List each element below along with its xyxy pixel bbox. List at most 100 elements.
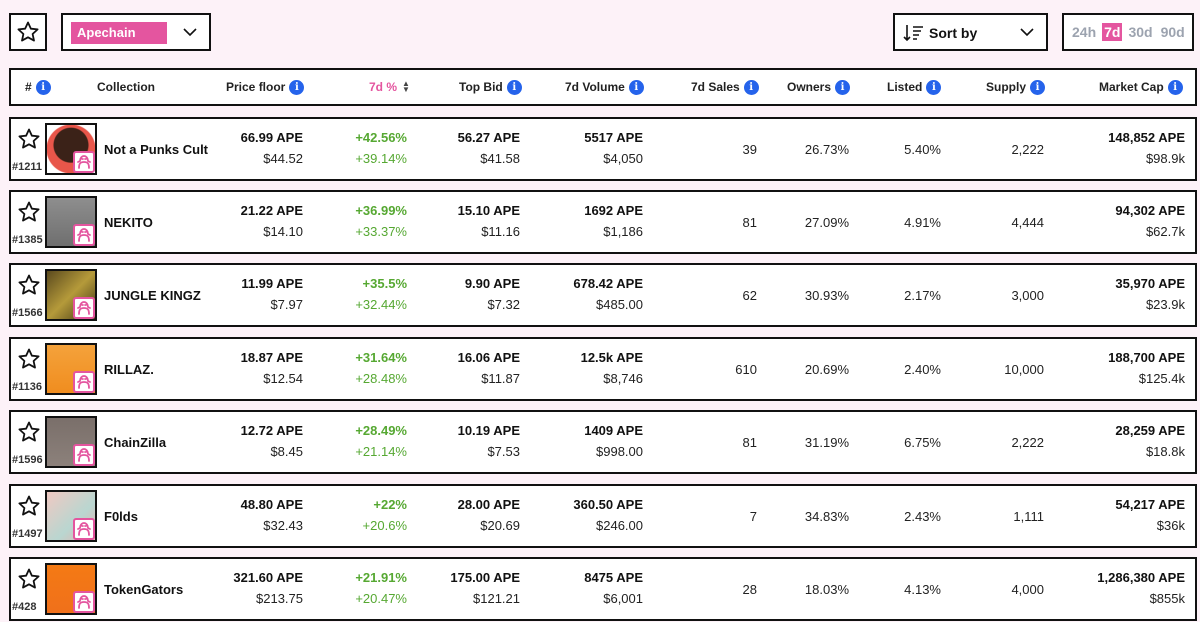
volume-ape: 5517 APE <box>584 130 643 145</box>
price-floor-usd: $14.10 <box>263 224 303 239</box>
change-ape: +22% <box>373 497 407 512</box>
table-row[interactable]: #428 TokenGators 321.60 APE $213.75 +21.… <box>9 557 1197 621</box>
change-ape: +36.99% <box>355 203 407 218</box>
header-collection[interactable]: Collection <box>97 70 155 104</box>
info-icon[interactable]: i <box>289 79 305 95</box>
header-collection-label: Collection <box>97 80 156 94</box>
volume-usd: $485.00 <box>596 297 643 312</box>
volume-cell: 360.50 APE $246.00 <box>533 494 643 536</box>
rank-label: #1211 <box>12 161 42 173</box>
price-floor-ape: 321.60 APE <box>233 570 303 585</box>
sales-cell: 81 <box>742 214 757 230</box>
collection-thumbnail[interactable] <box>45 563 97 615</box>
header-price-floor-label: Price floor <box>226 80 286 94</box>
collection-thumbnail[interactable] <box>45 123 97 175</box>
volume-ape: 1409 APE <box>584 423 643 438</box>
header-7d-change[interactable]: 7d % ▲ ▼ <box>369 70 410 104</box>
collection-name[interactable]: F0lds <box>104 508 138 524</box>
info-icon[interactable]: i <box>926 79 942 95</box>
star-icon[interactable] <box>17 494 41 518</box>
table-row[interactable]: #1566 JUNGLE KINGZ 11.99 APE $7.97 +35.5… <box>9 263 1197 327</box>
top-bid-ape: 16.06 APE <box>457 350 520 365</box>
volume-ape: 8475 APE <box>584 570 643 585</box>
info-icon[interactable]: i <box>835 79 851 95</box>
header-listed[interactable]: Listed i <box>887 70 942 104</box>
collection-thumbnail[interactable] <box>45 416 97 468</box>
header-supply[interactable]: Supply i <box>986 70 1046 104</box>
price-floor-ape: 21.22 APE <box>240 203 303 218</box>
header-top-bid[interactable]: Top Bid i <box>459 70 522 104</box>
table-row[interactable]: #1385 NEKITO 21.22 APE $14.10 +36.99% +3… <box>9 190 1197 254</box>
star-icon[interactable] <box>17 420 41 444</box>
info-icon[interactable]: i <box>743 79 759 95</box>
header-market-cap-label: Market Cap <box>1099 80 1164 94</box>
collection-name[interactable]: NEKITO <box>104 214 153 230</box>
collection-name[interactable]: RILLAZ. <box>104 361 154 377</box>
info-icon[interactable]: i <box>35 79 51 95</box>
ape-chain-badge-icon <box>73 591 95 613</box>
header-price-floor[interactable]: Price floor i <box>226 70 305 104</box>
header-7d-sales[interactable]: 7d Sales i <box>691 70 759 104</box>
chevron-down-icon <box>183 28 197 37</box>
star-icon[interactable] <box>17 200 41 224</box>
period-30d-tab[interactable]: 30d <box>1128 24 1153 40</box>
market-cap-cell: 94,302 APE $62.7k <box>1061 200 1185 242</box>
market-cap-usd: $125.4k <box>1138 371 1185 386</box>
table-row[interactable]: #1596 ChainZilla 12.72 APE $8.45 +28.49%… <box>9 410 1197 474</box>
header-owners[interactable]: Owners i <box>787 70 851 104</box>
star-icon[interactable] <box>17 127 41 151</box>
favorites-filter-button[interactable] <box>9 13 47 51</box>
volume-cell: 1692 APE $1,186 <box>533 200 643 242</box>
change-usd: +39.14% <box>355 151 407 166</box>
collection-thumbnail[interactable] <box>45 196 97 248</box>
table-row[interactable]: #1211 Not a Punks Cult 66.99 APE $44.52 … <box>9 117 1197 181</box>
star-icon[interactable] <box>17 273 41 297</box>
period-90d-tab[interactable]: 90d <box>1160 24 1185 40</box>
chain-select[interactable]: Apechain <box>61 13 211 51</box>
supply-cell: 1,111 <box>1013 508 1044 524</box>
info-icon[interactable]: i <box>1030 79 1046 95</box>
collection-thumbnail[interactable] <box>45 343 97 395</box>
collection-name[interactable]: Not a Punks Cult <box>104 141 209 157</box>
period-24h-tab[interactable]: 24h <box>1072 24 1097 40</box>
star-icon[interactable] <box>17 347 41 371</box>
market-cap-ape: 1,286,380 APE <box>1097 570 1185 585</box>
market-cap-ape: 188,700 APE <box>1108 350 1185 365</box>
market-cap-usd: $62.7k <box>1145 224 1185 239</box>
table-row[interactable]: #1497 F0lds 48.80 APE $32.43 +22% +20.6%… <box>9 484 1197 548</box>
header-7d-volume[interactable]: 7d Volume i <box>565 70 644 104</box>
collection-name[interactable]: ChainZilla <box>104 434 167 450</box>
table-row[interactable]: #1136 RILLAZ. 18.87 APE $12.54 +31.64% +… <box>9 337 1197 401</box>
change-usd: +20.6% <box>362 518 407 533</box>
price-floor-usd: $44.52 <box>263 151 303 166</box>
price-floor-ape: 12.72 APE <box>240 423 303 438</box>
volume-cell: 12.5k APE $8,746 <box>533 347 643 389</box>
sort-by-dropdown[interactable]: Sort by <box>893 13 1048 51</box>
info-icon[interactable]: i <box>1167 79 1183 95</box>
info-icon[interactable]: i <box>628 79 644 95</box>
market-cap-cell: 148,852 APE $98.9k <box>1061 127 1185 169</box>
listed-cell: 5.40% <box>904 141 941 157</box>
period-7d-tab[interactable]: 7d <box>1102 23 1123 41</box>
info-icon[interactable]: i <box>506 79 522 95</box>
table-header: # i Collection Price floor i 7d % ▲ ▼ Top Bi… <box>9 68 1197 106</box>
rank-label: #1566 <box>12 307 43 319</box>
collection-name[interactable]: JUNGLE KINGZ <box>104 287 201 303</box>
supply-cell: 2,222 <box>1011 434 1044 450</box>
supply-cell: 4,444 <box>1011 214 1044 230</box>
collection-thumbnail[interactable] <box>45 269 97 321</box>
price-floor-cell: 321.60 APE $213.75 <box>207 567 303 609</box>
header-market-cap[interactable]: Market Cap i <box>1099 70 1183 104</box>
change-usd: +33.37% <box>355 224 407 239</box>
collection-name[interactable]: TokenGators <box>104 581 184 597</box>
volume-ape: 678.42 APE <box>573 276 643 291</box>
star-icon[interactable] <box>17 567 41 591</box>
sales-cell: 28 <box>742 581 757 597</box>
change-usd: +20.47% <box>355 591 407 606</box>
listed-cell: 2.40% <box>904 361 941 377</box>
collection-thumbnail[interactable] <box>45 490 97 542</box>
header-rank[interactable]: # i <box>25 70 51 104</box>
volume-usd: $8,746 <box>603 371 643 386</box>
price-floor-usd: $7.97 <box>270 297 303 312</box>
sales-cell: 7 <box>749 508 757 524</box>
